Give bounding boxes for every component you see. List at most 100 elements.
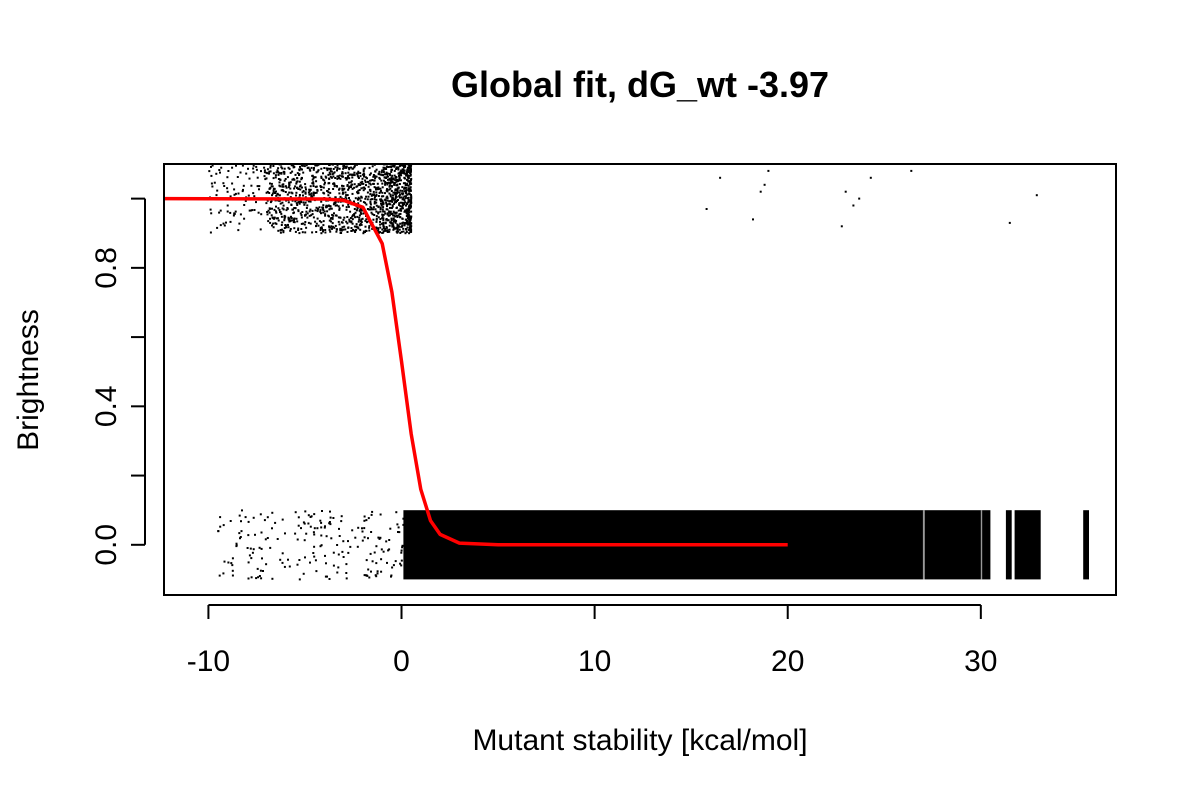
data-point (309, 222, 312, 225)
data-point (359, 228, 362, 231)
data-point (410, 230, 413, 233)
data-point (308, 210, 311, 213)
data-point (279, 229, 282, 232)
data-point (278, 194, 281, 197)
data-point (328, 228, 331, 231)
data-point (277, 178, 280, 180)
data-point (382, 227, 385, 230)
data-point (295, 182, 298, 185)
data-point (385, 540, 388, 543)
data-point (389, 527, 392, 530)
data-point (392, 165, 395, 167)
data-point (376, 572, 379, 575)
data-point (384, 173, 387, 176)
data-point (409, 218, 412, 221)
data-point (320, 177, 323, 179)
data-point (368, 226, 371, 229)
data-point (324, 229, 327, 231)
data-point (325, 206, 328, 209)
data-point (282, 229, 285, 232)
data-point (328, 219, 331, 222)
data-point (402, 168, 405, 171)
data-point (388, 230, 391, 233)
data-point (348, 173, 351, 176)
data-point (281, 201, 284, 204)
data-point (365, 220, 368, 223)
data-point (267, 209, 270, 212)
data-point (247, 561, 250, 564)
data-point (273, 216, 276, 219)
data-point (392, 228, 395, 231)
data-point (381, 174, 384, 177)
data-point (260, 577, 263, 580)
x-axis-label: Mutant stability [kcal/mol] (472, 724, 807, 757)
data-point (388, 184, 391, 187)
data-point (390, 181, 393, 184)
data-point (349, 210, 352, 213)
data-point (320, 521, 323, 524)
data-point (294, 230, 297, 233)
data-point (284, 185, 287, 188)
data-point (296, 220, 299, 223)
data-point (226, 187, 229, 190)
data-point (289, 228, 292, 230)
data-point (408, 215, 411, 218)
data-point (353, 174, 356, 177)
data-point (363, 186, 366, 189)
data-point (332, 175, 335, 178)
data-point (290, 164, 293, 167)
data-point (407, 223, 410, 226)
data-point (393, 211, 396, 214)
data-point (390, 207, 393, 209)
data-point (409, 222, 412, 225)
data-point (410, 198, 413, 201)
data-point (367, 185, 370, 188)
data-point (391, 212, 394, 215)
data-point (288, 184, 291, 187)
data-point (352, 167, 355, 170)
data-point (258, 575, 261, 577)
data-point (385, 177, 388, 179)
data-point (400, 564, 403, 567)
data-point (274, 176, 277, 179)
data-point (410, 169, 412, 172)
data-point (339, 229, 342, 232)
data-point (371, 510, 374, 513)
data-point (272, 222, 275, 225)
data-point (371, 198, 374, 201)
data-point (283, 172, 286, 175)
data-point (341, 221, 344, 224)
data-point (315, 231, 318, 233)
data-point (390, 176, 393, 179)
data-point (329, 510, 331, 513)
data-point (322, 204, 325, 207)
data-point (398, 196, 401, 199)
data-point (275, 190, 277, 193)
data-point (269, 201, 272, 204)
data-point (322, 224, 325, 227)
data-point (393, 182, 396, 184)
data-point (269, 217, 271, 220)
data-point (292, 208, 294, 211)
data-point (375, 168, 378, 171)
data-point (333, 212, 335, 215)
data-point (368, 179, 371, 182)
data-point (380, 558, 383, 561)
data-point (396, 223, 399, 226)
data-point (408, 220, 411, 223)
data-point (326, 205, 329, 208)
data-point (410, 215, 413, 218)
data-point (271, 207, 273, 210)
data-point (301, 191, 304, 194)
data-point (222, 524, 225, 527)
data-point (316, 210, 319, 213)
data-point (366, 208, 369, 210)
data-point (356, 226, 359, 229)
data-point (371, 179, 374, 181)
data-point (231, 564, 234, 567)
data-point (316, 170, 319, 173)
data-point (368, 166, 371, 169)
data-point (353, 166, 356, 169)
data-point (351, 222, 354, 225)
data-point (279, 202, 282, 205)
